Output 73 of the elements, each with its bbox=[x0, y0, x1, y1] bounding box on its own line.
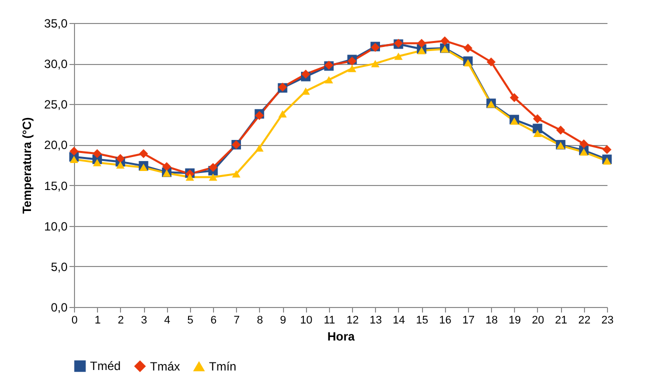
point bbox=[440, 36, 450, 46]
point bbox=[116, 154, 125, 163]
x-tick-label: 9 bbox=[280, 314, 286, 326]
point bbox=[579, 139, 588, 148]
point bbox=[394, 52, 403, 60]
x-tick-label: 7 bbox=[234, 314, 240, 326]
point bbox=[463, 44, 472, 53]
point bbox=[510, 118, 518, 125]
point bbox=[232, 170, 240, 178]
y-tick-label: 35,0 bbox=[44, 16, 68, 30]
point bbox=[278, 110, 287, 118]
x-tick-label: 21 bbox=[555, 314, 568, 326]
point bbox=[580, 148, 588, 156]
legend-label: Tmín bbox=[209, 360, 236, 374]
point bbox=[92, 158, 102, 166]
x-tick-label: 0 bbox=[71, 314, 78, 326]
point bbox=[602, 145, 612, 154]
x-tick-label: 15 bbox=[416, 314, 428, 326]
x-tick-label: 3 bbox=[140, 314, 148, 326]
y-tick-label: 20,0 bbox=[44, 138, 68, 152]
legend-label: Tmáx bbox=[150, 359, 180, 374]
point bbox=[255, 144, 264, 152]
point bbox=[302, 88, 310, 95]
x-tick-label: 14 bbox=[392, 314, 406, 326]
y-tick-label: 25,0 bbox=[44, 98, 68, 112]
x-tick-label: 12 bbox=[346, 314, 359, 326]
x-tick-label: 16 bbox=[439, 314, 452, 326]
point bbox=[301, 70, 310, 79]
point bbox=[371, 60, 380, 68]
y-tick-label: 30,0 bbox=[44, 57, 68, 72]
point bbox=[162, 162, 172, 172]
x-tick-label: 22 bbox=[578, 314, 590, 326]
y-tick-label: 0,0 bbox=[50, 300, 68, 314]
point bbox=[533, 130, 542, 137]
y-axis-title: Temperatura (°C) bbox=[20, 117, 34, 214]
x-tick-label: 6 bbox=[210, 314, 217, 326]
point bbox=[510, 93, 519, 102]
x-tick-label: 11 bbox=[324, 314, 336, 326]
point bbox=[208, 162, 218, 172]
point bbox=[348, 64, 356, 72]
y-tick-label: 5,0 bbox=[50, 260, 68, 274]
y-tick-label: 15,0 bbox=[44, 178, 68, 193]
x-tick-label: 23 bbox=[601, 314, 614, 326]
point bbox=[186, 174, 194, 181]
point bbox=[417, 38, 426, 48]
x-tick-label: 10 bbox=[300, 314, 312, 326]
x-tick-label: 5 bbox=[187, 314, 194, 326]
x-tick-label: 20 bbox=[532, 314, 544, 326]
point bbox=[116, 161, 125, 169]
y-tick-label: 10,0 bbox=[44, 219, 68, 234]
point bbox=[417, 46, 426, 54]
point bbox=[92, 149, 102, 158]
x-tick-label: 8 bbox=[256, 314, 263, 326]
point bbox=[208, 174, 218, 181]
point bbox=[486, 57, 496, 66]
point bbox=[532, 124, 542, 134]
point bbox=[139, 164, 148, 172]
x-axis-title: Hora bbox=[327, 330, 355, 344]
point bbox=[70, 156, 78, 163]
x-tick-label: 4 bbox=[164, 314, 170, 326]
x-tick-label: 2 bbox=[118, 314, 124, 326]
point bbox=[464, 59, 472, 66]
x-tick-label: 13 bbox=[370, 314, 382, 326]
x-tick-label: 17 bbox=[462, 314, 475, 326]
point bbox=[139, 149, 148, 158]
legend-label: Tméd bbox=[90, 359, 121, 374]
point bbox=[556, 126, 566, 135]
point bbox=[533, 114, 542, 124]
x-tick-label: 18 bbox=[486, 314, 498, 326]
x-tick-label: 19 bbox=[508, 314, 521, 326]
point bbox=[324, 76, 334, 84]
x-tick-label: 1 bbox=[94, 314, 101, 326]
point bbox=[602, 157, 612, 165]
